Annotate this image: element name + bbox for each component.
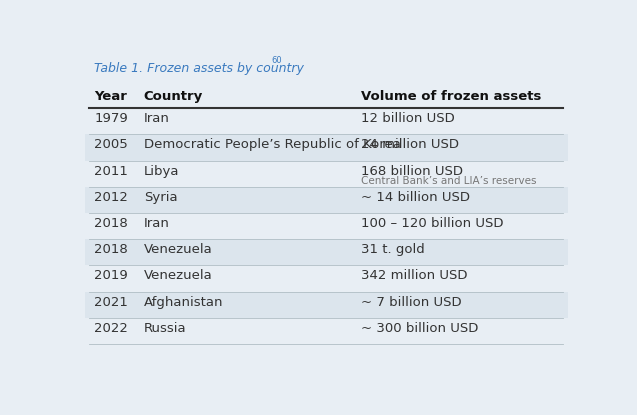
Text: Venezuela: Venezuela (144, 269, 213, 282)
Text: 2005: 2005 (94, 138, 128, 151)
Text: 100 – 120 billion USD: 100 – 120 billion USD (361, 217, 503, 230)
Text: 1979: 1979 (94, 112, 128, 125)
Text: ~ 14 billion USD: ~ 14 billion USD (361, 191, 470, 204)
Text: Libya: Libya (144, 164, 179, 178)
Bar (85, 187, 568, 213)
Text: Iran: Iran (144, 112, 169, 125)
Bar (85, 161, 568, 187)
Text: Venezuela: Venezuela (144, 243, 213, 256)
Bar (85, 108, 568, 134)
Text: Russia: Russia (144, 322, 187, 335)
Text: 2018: 2018 (94, 217, 128, 230)
Text: 342 million USD: 342 million USD (361, 269, 468, 282)
Bar (85, 266, 568, 292)
Bar (85, 318, 568, 344)
Text: ~ 7 billion USD: ~ 7 billion USD (361, 295, 462, 308)
Text: ~ 300 billion USD: ~ 300 billion USD (361, 322, 478, 335)
Text: 12 billion USD: 12 billion USD (361, 112, 455, 125)
Text: 2011: 2011 (94, 164, 128, 178)
Text: 60: 60 (271, 56, 282, 65)
Text: Syria: Syria (144, 191, 178, 204)
Bar (85, 239, 568, 266)
Text: 2018: 2018 (94, 243, 128, 256)
Text: 2012: 2012 (94, 191, 128, 204)
Text: Country: Country (144, 90, 203, 103)
Text: Iran: Iran (144, 217, 169, 230)
Text: 24 million USD: 24 million USD (361, 138, 459, 151)
Text: Table 1. Frozen assets by country: Table 1. Frozen assets by country (94, 62, 304, 75)
Text: Afghanistan: Afghanistan (144, 295, 224, 308)
Text: 168 billion USD: 168 billion USD (361, 164, 463, 178)
Text: 2022: 2022 (94, 322, 128, 335)
Text: Central Bank’s and LIA’s reserves: Central Bank’s and LIA’s reserves (361, 176, 536, 186)
Text: Year: Year (94, 90, 127, 103)
Text: 2021: 2021 (94, 295, 128, 308)
Text: Democratic People’s Republic of Korea: Democratic People’s Republic of Korea (144, 138, 401, 151)
Text: 31 t. gold: 31 t. gold (361, 243, 425, 256)
Bar (85, 213, 568, 239)
Bar (85, 292, 568, 318)
Text: 2019: 2019 (94, 269, 128, 282)
Text: Volume of frozen assets: Volume of frozen assets (361, 90, 541, 103)
Bar (85, 134, 568, 161)
